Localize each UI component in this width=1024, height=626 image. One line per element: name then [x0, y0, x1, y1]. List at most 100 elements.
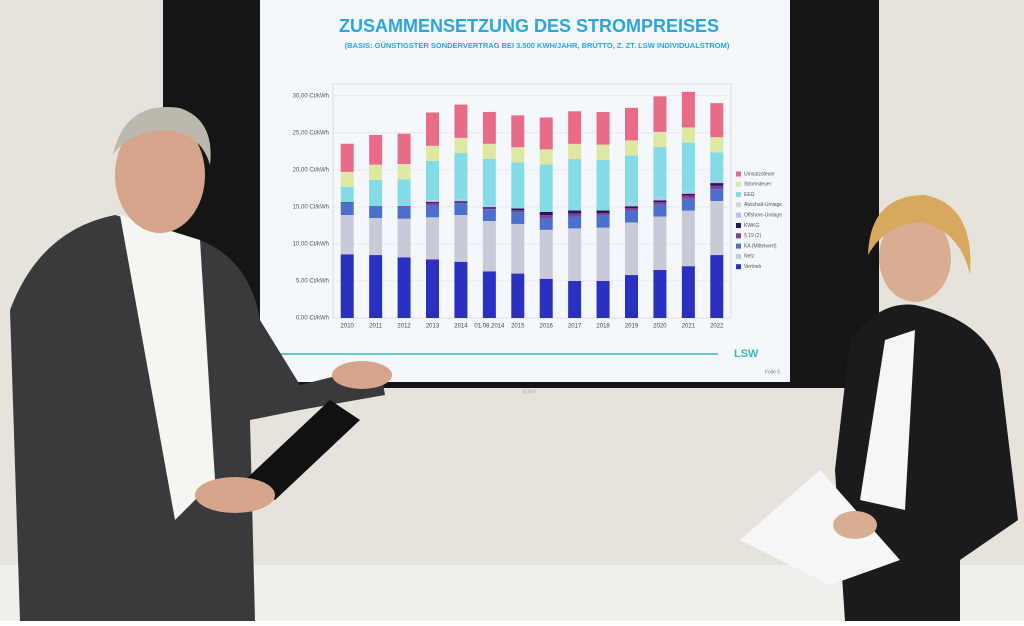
bar-segment [483, 112, 496, 144]
bar-segment [454, 215, 467, 262]
bar-segment [653, 202, 666, 205]
legend-label: § 19 (2) [744, 233, 762, 239]
logo: LSW [734, 348, 759, 360]
x-tick-label: 2022 [710, 324, 724, 330]
legend-swatch [736, 254, 741, 259]
bar-segment [369, 206, 382, 218]
bar-segment [625, 108, 638, 141]
legend-label: EEG [744, 192, 755, 198]
bar-segment [398, 134, 411, 164]
bar-segment [540, 118, 553, 150]
x-tick-label: 2016 [540, 324, 554, 330]
bar-segment [653, 197, 666, 200]
bar-segment [454, 199, 467, 201]
bar-segment [710, 201, 723, 255]
bar-segment [540, 230, 553, 279]
screen-brand: SONY [522, 389, 537, 395]
legend-label: KWKG [744, 223, 759, 229]
legend-swatch [736, 192, 741, 197]
bar-segment [625, 208, 638, 210]
bar-segment [341, 202, 354, 203]
bar-segment [483, 271, 496, 318]
bar-segment [653, 270, 666, 318]
bar-segment [597, 216, 610, 228]
bar-segment [682, 127, 695, 142]
bar-segment [625, 275, 638, 318]
bar-segment [369, 255, 382, 318]
bar-segment [341, 144, 354, 172]
legend-label: Netz [744, 254, 755, 260]
bar-segment [426, 200, 439, 202]
bar-segment [568, 210, 581, 213]
bar-segment [454, 262, 467, 318]
x-tick-label: 2012 [397, 324, 411, 330]
bar-segment [625, 203, 638, 206]
bar-segment [625, 211, 638, 223]
x-tick-label: 2011 [369, 324, 383, 330]
y-tick-label: 0,00 Ct/kWh [296, 316, 329, 322]
bar-segment [483, 221, 496, 271]
bar-segment [653, 205, 666, 217]
bar-segment [710, 189, 723, 201]
bar-segment [341, 254, 354, 318]
bar-segment [653, 147, 666, 197]
bar-segment [568, 217, 581, 229]
bar-segment [625, 140, 638, 155]
bar-segment [682, 211, 695, 267]
bar-segment [341, 215, 354, 254]
legend-swatch [736, 172, 741, 177]
bar-segment [597, 210, 610, 213]
bar-segment [597, 112, 610, 145]
bar-segment [511, 208, 524, 210]
bar-segment [682, 196, 695, 199]
x-tick-label: 2021 [682, 324, 696, 330]
legend-swatch [736, 244, 741, 249]
y-tick-label: 30,00 Ct/kWh [293, 93, 329, 99]
bar-segment [511, 147, 524, 162]
legend-swatch [736, 213, 741, 218]
slide-title: ZUSAMMENSETZUNG DES STROMPREISES [339, 16, 719, 36]
bar-segment [682, 194, 695, 196]
x-tick-label: 2013 [426, 324, 440, 330]
x-tick-label: 2014 [454, 324, 468, 330]
bar-segment [653, 132, 666, 147]
bar-segment [454, 138, 467, 153]
bar-segment [426, 146, 439, 161]
bar-segment [568, 159, 581, 210]
bar-segment [682, 143, 695, 191]
bar-segment [710, 152, 723, 180]
x-tick-label: 2010 [341, 324, 355, 330]
bar-segment [540, 165, 553, 212]
bar-segment [426, 217, 439, 259]
bar-segment [511, 210, 524, 212]
bar-segment [369, 165, 382, 180]
x-tick-label: 2017 [568, 324, 582, 330]
bar-segment [511, 274, 524, 318]
bar-segment [682, 92, 695, 128]
bar-segment [426, 259, 439, 318]
x-tick-label: 01.08.2014 [474, 324, 505, 330]
legend-label: KA (Mittelwert) [744, 243, 777, 249]
bar-segment [426, 112, 439, 145]
bar-segment [454, 153, 467, 199]
bar-segment [483, 209, 496, 221]
legend-label: Stromsteuer [744, 182, 772, 188]
bar-segment [682, 266, 695, 318]
bar-segment [568, 281, 581, 318]
y-tick-label: 20,00 Ct/kWh [293, 167, 329, 173]
bar-segment [369, 218, 382, 255]
bar-segment [625, 222, 638, 275]
legend-label: Umsatzsteuer [744, 171, 775, 177]
bar-segment [398, 179, 411, 206]
bar-segment [568, 228, 581, 281]
legend-label: Offshore-Umlage [744, 213, 782, 219]
bar-segment [454, 105, 467, 138]
slide-subtitle: (BASIS: GÜNSTIGSTER SONDERVERTRAG BEI 3.… [345, 41, 730, 50]
bar-segment [511, 162, 524, 208]
bar-segment [426, 161, 439, 200]
bar-segment [597, 160, 610, 210]
bar-segment [426, 205, 439, 217]
y-tick-label: 10,00 Ct/kWh [293, 242, 329, 248]
bar-segment [653, 217, 666, 270]
